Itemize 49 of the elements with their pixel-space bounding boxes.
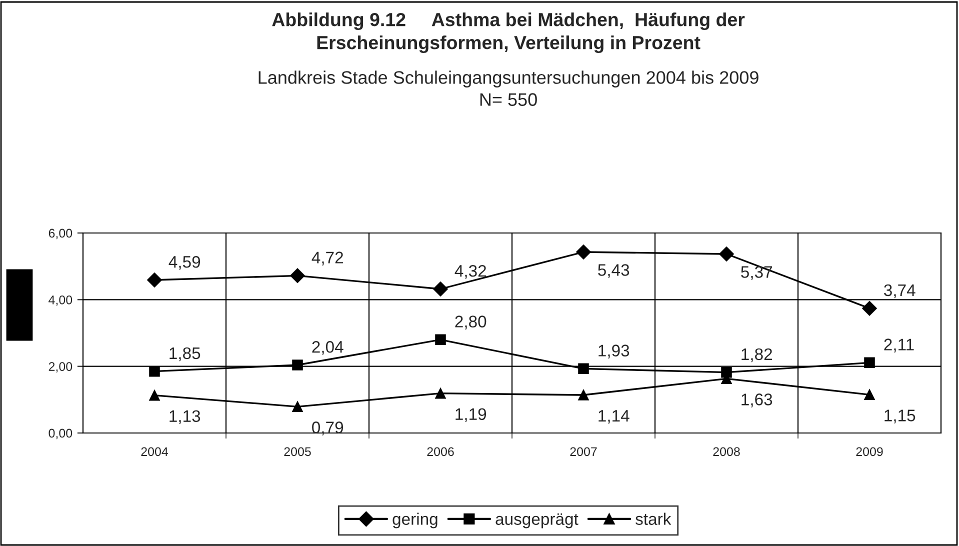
data-label: 5,43: [598, 264, 630, 278]
data-label: 1,13: [170, 410, 200, 424]
point: [147, 272, 162, 288]
point: [433, 282, 448, 296]
point: [149, 390, 160, 401]
point: [435, 388, 446, 399]
data-label: 1,63: [742, 394, 772, 408]
y-tick-label: 6,00: [48, 228, 72, 240]
point: [578, 390, 589, 400]
x-tick-label: 2005: [284, 447, 311, 456]
data-label: 1,19: [456, 408, 486, 422]
point: [435, 334, 446, 346]
point: [149, 366, 160, 377]
data-label: 4,59: [168, 256, 200, 270]
x-tick-label: 2007: [570, 447, 597, 456]
y-tick-label: 0,00: [48, 428, 72, 440]
data-label: 1,14: [598, 410, 630, 424]
data-label: 2,11: [884, 338, 914, 352]
y-tick-label: 2,00: [48, 362, 72, 372]
point: [864, 357, 875, 368]
data-label: 1,82: [742, 348, 772, 362]
chart-subtitle: Landkreis Stade Schuleingangsuntersuchungen 2004 bis 2009 N= 550: [258, 70, 758, 106]
point: [292, 401, 303, 412]
data-label: 2,04: [312, 341, 344, 355]
point: [576, 244, 591, 260]
point: [292, 360, 303, 370]
point: [864, 389, 875, 400]
x-tick-label: 2008: [713, 447, 740, 456]
point: [862, 300, 877, 316]
data-label: 4,72: [312, 252, 343, 266]
data-label: 1,15: [884, 410, 916, 424]
legend-label: stark: [636, 512, 672, 525]
x-tick-label: 2009: [856, 447, 883, 456]
point: [290, 268, 305, 284]
data-label: 2,80: [455, 316, 486, 330]
data-label: 0,79: [312, 422, 344, 436]
data-label: 1,85: [170, 347, 200, 362]
chart-title: Abbildung 9.12 Asthma bei Mädchen, Häufung der Erscheinungsformen, Verteilung in Prozent: [272, 12, 745, 54]
data-label: 3,74: [884, 284, 916, 298]
point: [578, 363, 589, 374]
point: [719, 246, 734, 262]
x-tick-label: 2004: [141, 447, 168, 456]
legend-label: ausgeprägt: [496, 513, 578, 528]
data-label: 1,93: [598, 344, 630, 358]
y-tick-label: 4,00: [48, 295, 72, 306]
data-label: 5,37: [741, 266, 772, 280]
legend-label: gering: [392, 512, 438, 528]
data-label: 4,32: [454, 265, 486, 279]
x-tick-label: 2006: [427, 447, 454, 456]
